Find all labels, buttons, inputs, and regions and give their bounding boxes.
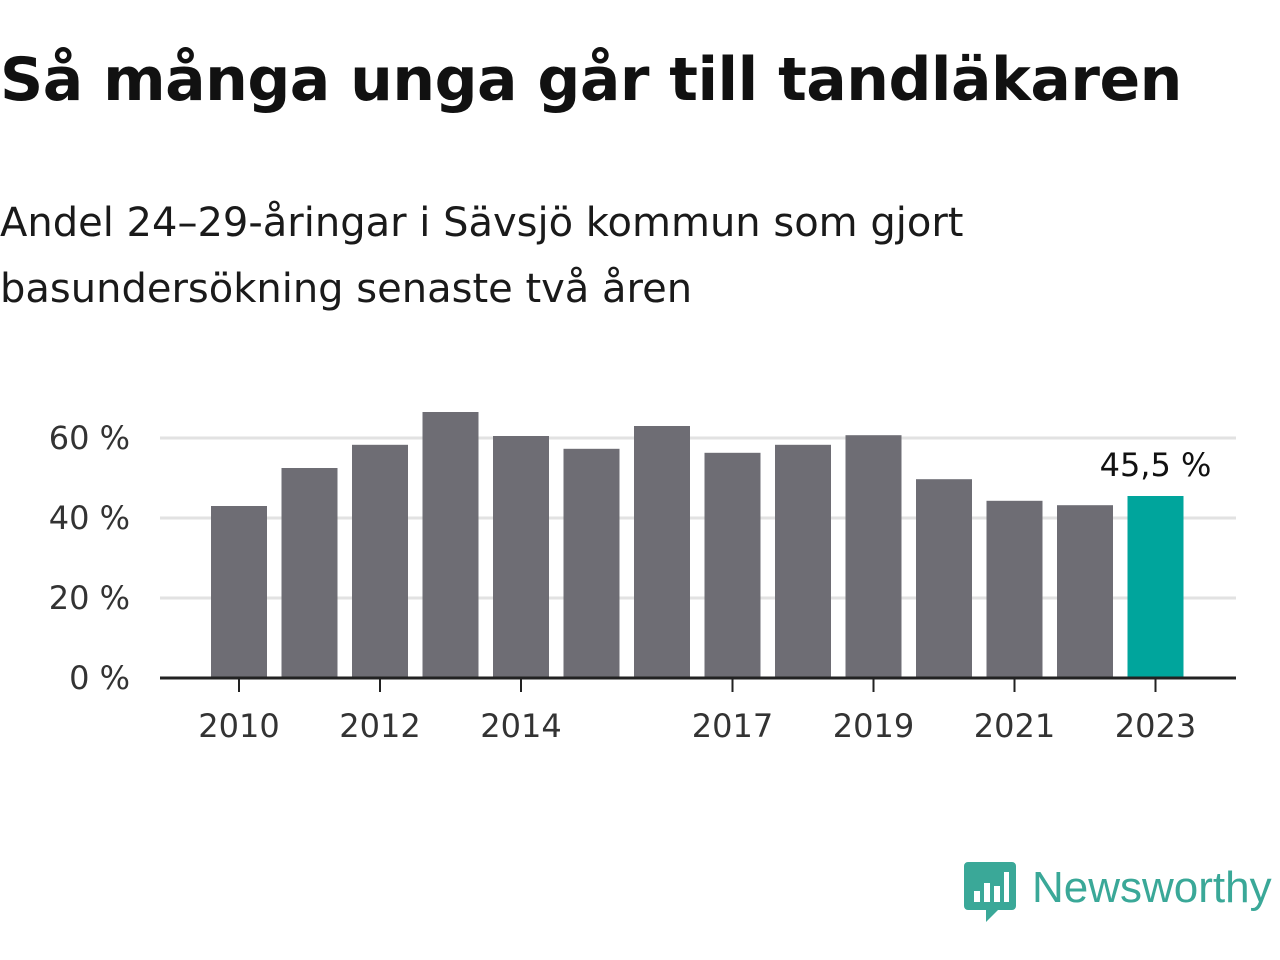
brand-name: Newsworthy	[1032, 863, 1272, 912]
x-tick-label: 2017	[692, 707, 773, 745]
chart-subtitle: Andel 24–29-åringar i Sävsjö kommun som …	[0, 200, 964, 312]
bar-2012	[352, 444, 408, 678]
bar-2023	[1127, 496, 1184, 678]
newsworthy-logo-icon	[964, 862, 1016, 922]
bar-2017	[704, 452, 761, 678]
bar-2018	[775, 444, 831, 678]
bar-2015	[563, 448, 620, 678]
x-tick-label: 2012	[339, 707, 420, 745]
bar-2010	[211, 506, 267, 678]
data-label: 45,5 %	[1100, 446, 1212, 484]
newsworthy-logo: Newsworthy	[964, 862, 1272, 926]
x-tick-label: 2021	[974, 707, 1055, 745]
y-tick-label: 40 %	[49, 499, 130, 537]
x-tick-label: 2019	[833, 707, 914, 745]
bar-2022	[1057, 505, 1113, 678]
bar-2020	[916, 479, 972, 678]
chart-title: Så många unga går till tandläkaren	[0, 45, 1182, 115]
bar-2016	[634, 426, 690, 678]
y-tick-label: 20 %	[49, 579, 130, 617]
bar-2021	[986, 500, 1043, 678]
x-tick-label: 2014	[480, 707, 561, 745]
x-tick-label: 2023	[1115, 707, 1196, 745]
y-tick-label: 0 %	[69, 659, 130, 697]
bar-2019	[845, 435, 902, 678]
bar-2014	[493, 436, 549, 678]
y-tick-label: 60 %	[49, 419, 130, 457]
bar-2011	[281, 468, 338, 678]
x-tick-label: 2010	[198, 707, 279, 745]
bar-2013	[422, 412, 479, 678]
